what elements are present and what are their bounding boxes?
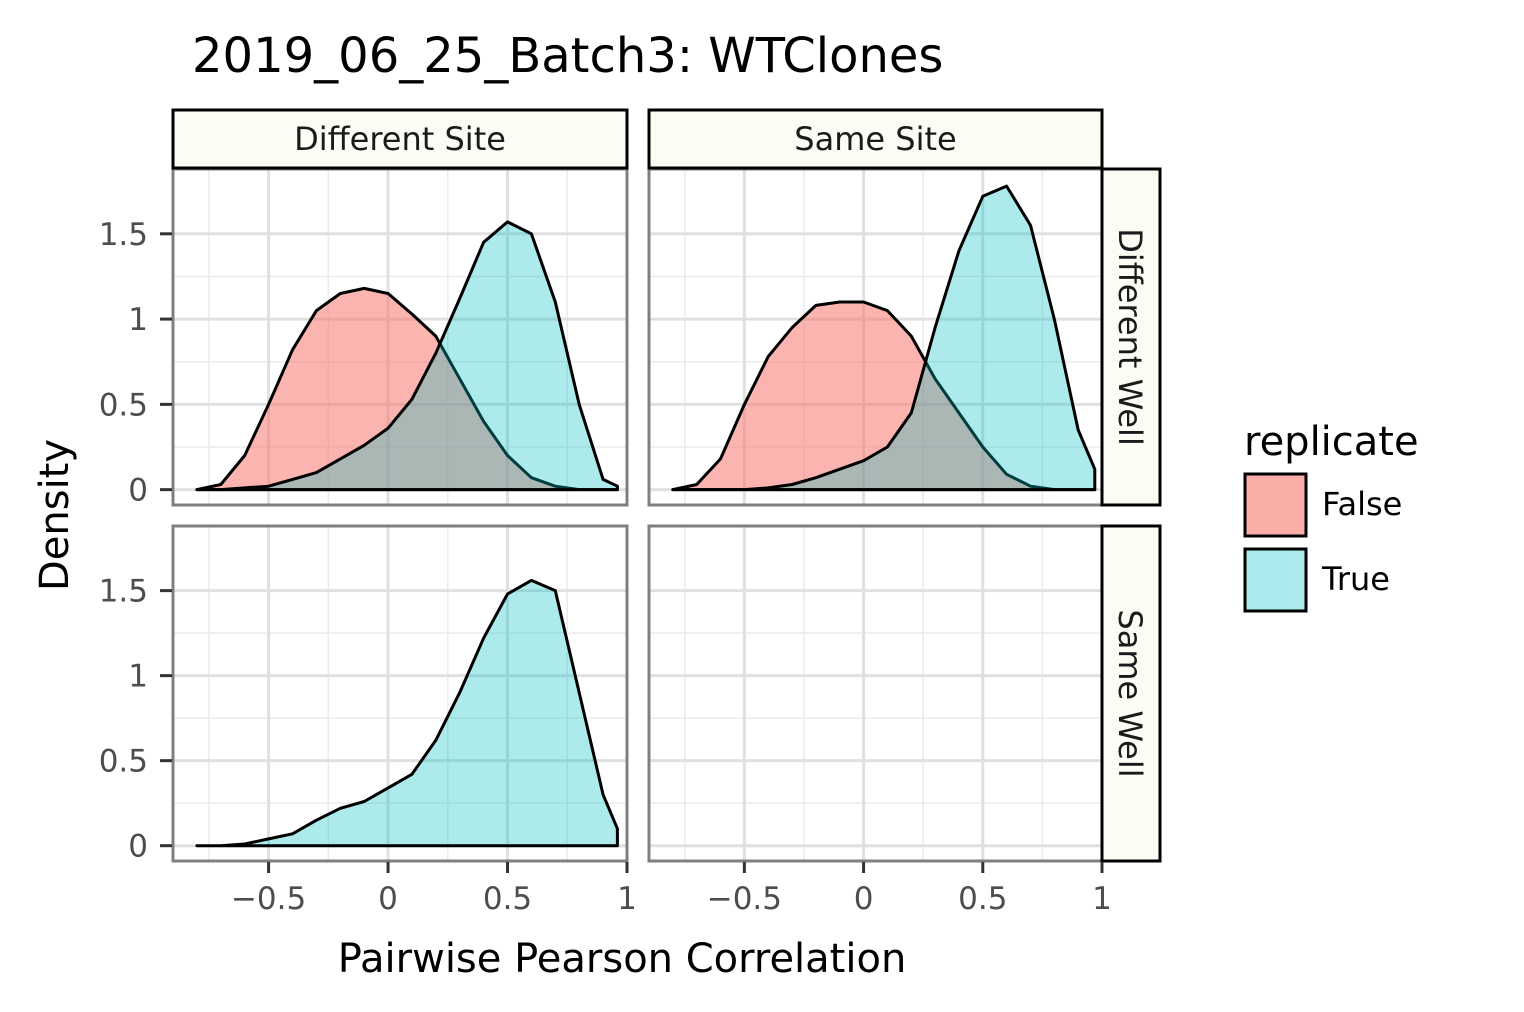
column-strip (647, 108, 1104, 170)
row-strip-label: Different Well (1111, 228, 1149, 446)
column-strip-label: Same Site (794, 120, 956, 158)
x-tick-label: 1 (1092, 881, 1112, 917)
legend-label-false: False (1322, 485, 1402, 523)
x-tick-label: 1 (617, 881, 637, 917)
y-tick-label: 1 (128, 302, 148, 338)
y-tick-label: 0 (128, 473, 148, 509)
x-tick-label: 0.5 (483, 881, 532, 917)
density-area-true (195, 220, 619, 492)
x-tick-label: 0 (854, 881, 874, 917)
legend-title: replicate (1244, 419, 1419, 465)
panel-border (171, 524, 629, 863)
chart-title: 2019_06_25_Batch3: WTClones (192, 28, 943, 84)
density-area-true (671, 184, 1097, 492)
row-strip (1100, 524, 1162, 863)
legend-swatch-false (1243, 472, 1308, 538)
y-tick-label: 0.5 (99, 387, 148, 423)
panel-1-0 (171, 524, 629, 863)
panel-background (649, 526, 1102, 861)
legend: replicate False True (1243, 419, 1419, 613)
x-tick-label: −0.5 (707, 881, 782, 917)
axes: 0 0.5 1 1.5 0 0.5 1 1.5 −0.5 0 0.5 1 −0.5 0 0.5 1 (99, 217, 1112, 917)
y-tick-label: 1.5 (99, 574, 148, 610)
x-tick-label: 0.5 (958, 881, 1007, 917)
y-axis-label: Density (32, 439, 78, 591)
x-axis-label: Pairwise Pearson Correlation (338, 936, 907, 982)
legend-swatch-true (1243, 547, 1308, 613)
panel-0-1 (647, 167, 1104, 507)
x-tick-label: 0 (378, 881, 398, 917)
legend-label-true: True (1321, 560, 1390, 598)
column-strip-label: Different Site (294, 120, 506, 158)
panel-1-1 (647, 524, 1104, 863)
y-tick-label: 0 (128, 829, 148, 865)
y-tick-label: 0.5 (99, 744, 148, 780)
row-strip-label: Same Well (1111, 609, 1149, 777)
x-tick-label: −0.5 (231, 881, 306, 917)
facet-panels (171, 167, 1104, 863)
density-area-true (195, 578, 619, 848)
panel-background (173, 526, 627, 861)
row-strip (1100, 167, 1162, 507)
panel-0-0 (171, 167, 629, 507)
y-tick-label: 1.5 (99, 217, 148, 253)
facet-strips: Different Site Same Site Different Well Sam… (171, 108, 1162, 863)
column-strip (171, 108, 629, 170)
y-tick-label: 1 (128, 659, 148, 695)
